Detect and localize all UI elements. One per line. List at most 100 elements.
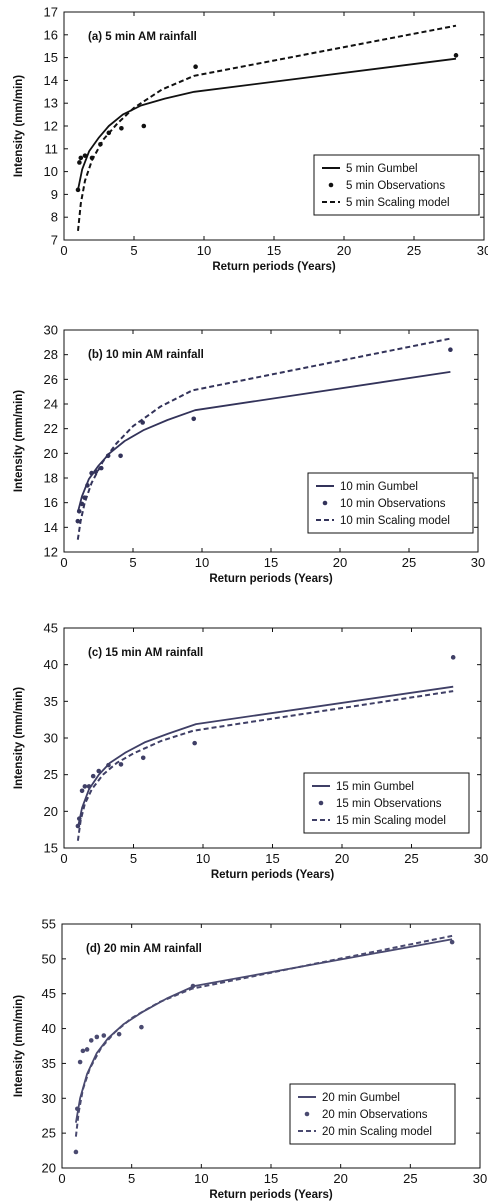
panel-title: (c) 15 min AM rainfall bbox=[88, 647, 203, 659]
chart-panel-4: 0 5 10 15 20 25 30 20 25 30 35 40 45 50 55 Return perio… bbox=[13, 917, 487, 1202]
y-tick-label: 22 bbox=[44, 421, 58, 436]
x-tick-label: 20 bbox=[337, 243, 351, 258]
x-tick-label: 15 bbox=[264, 1171, 278, 1186]
observation-point bbox=[453, 53, 459, 58]
observation-point bbox=[90, 773, 96, 779]
x-tick-label: 30 bbox=[477, 243, 488, 258]
y-tick-label: 15 bbox=[44, 841, 58, 856]
observation-point bbox=[450, 655, 456, 660]
observation-point bbox=[139, 1024, 144, 1030]
y-tick-label: 16 bbox=[44, 495, 58, 510]
x-tick-label: 15 bbox=[267, 243, 281, 258]
y-tick-label: 14 bbox=[44, 520, 58, 535]
observation-point bbox=[118, 453, 123, 459]
observation-point bbox=[73, 1149, 79, 1155]
y-tick-label: 17 bbox=[44, 5, 58, 20]
observation-point bbox=[449, 939, 455, 945]
y-tick-label: 16 bbox=[44, 27, 58, 42]
observation-point bbox=[85, 483, 90, 488]
gumbel-line bbox=[77, 685, 454, 828]
observation-point bbox=[82, 153, 88, 158]
x-tick-label: 25 bbox=[402, 555, 416, 570]
y-tick-label: 12 bbox=[44, 545, 58, 560]
x-tick-label: 20 bbox=[333, 1171, 347, 1186]
observation-point bbox=[82, 784, 88, 789]
y-tick-label: 35 bbox=[44, 694, 58, 709]
x-tick-label: 10 bbox=[195, 555, 209, 570]
y-tick-label: 30 bbox=[42, 1091, 56, 1106]
observation-point bbox=[191, 416, 197, 422]
y-tick-label: 45 bbox=[44, 621, 58, 636]
x-tick-label: 25 bbox=[403, 1171, 417, 1186]
y-axis-label: Intensity (mm/min) bbox=[13, 390, 25, 492]
observation-point bbox=[78, 155, 84, 161]
legend-marker-points bbox=[322, 500, 328, 506]
observation-point bbox=[116, 1031, 122, 1037]
y-tick-label: 35 bbox=[42, 1056, 56, 1071]
y-tick-label: 20 bbox=[44, 446, 58, 461]
x-tick-label: 20 bbox=[333, 555, 347, 570]
y-tick-label: 20 bbox=[42, 1161, 56, 1176]
panel-title: (b) 10 min AM rainfall bbox=[88, 349, 204, 361]
y-tick-label: 28 bbox=[44, 347, 58, 362]
x-tick-label: 20 bbox=[335, 851, 349, 866]
legend-label: 5 min Gumbel bbox=[346, 163, 418, 175]
y-tick-label: 24 bbox=[44, 397, 58, 412]
x-tick-label: 5 bbox=[128, 1171, 135, 1186]
x-tick-label: 25 bbox=[407, 243, 421, 258]
legend-label: 15 min Gumbel bbox=[336, 781, 414, 793]
observation-point bbox=[79, 501, 85, 507]
legend-label: 15 min Scaling model bbox=[336, 815, 446, 827]
chart-panel-1: 0 5 10 15 20 25 30 7 8 9 10 11 12 13 14 15 16 17 Return pe… bbox=[13, 5, 488, 274]
observation-point bbox=[193, 64, 198, 70]
x-tick-label: 10 bbox=[196, 851, 210, 866]
x-tick-label: 5 bbox=[130, 851, 137, 866]
observation-point bbox=[192, 740, 197, 746]
y-tick-label: 15 bbox=[44, 50, 58, 65]
x-tick-label: 10 bbox=[194, 1171, 208, 1186]
y-tick-label: 14 bbox=[44, 73, 58, 88]
x-tick-label: 15 bbox=[264, 555, 278, 570]
scaling-model-line bbox=[74, 934, 453, 1137]
scaling-model-line bbox=[76, 337, 451, 540]
legend-marker-points bbox=[304, 1111, 310, 1117]
observation-point bbox=[118, 762, 124, 767]
y-axis-label: Intensity (mm/min) bbox=[13, 687, 25, 789]
observation-point bbox=[190, 983, 196, 989]
observation-point bbox=[84, 1047, 90, 1052]
y-tick-label: 26 bbox=[44, 372, 58, 387]
y-tick-label: 25 bbox=[44, 767, 58, 782]
y-tick-label: 40 bbox=[44, 657, 58, 672]
observation-point bbox=[77, 160, 82, 165]
chart-panel-3: 0 5 10 15 20 25 30 15 20 25 30 35 40 45 Return periods… bbox=[13, 621, 488, 882]
y-tick-label: 45 bbox=[42, 986, 56, 1001]
y-tick-label: 55 bbox=[42, 917, 56, 932]
y-tick-label: 9 bbox=[51, 187, 58, 202]
legend-box bbox=[313, 154, 480, 216]
x-tick-label: 0 bbox=[60, 851, 67, 866]
observation-point bbox=[96, 768, 102, 774]
gumbel-line bbox=[76, 371, 451, 513]
legend-label: 5 min Scaling model bbox=[346, 197, 450, 209]
observation-point bbox=[80, 1048, 86, 1054]
x-tick-label: 10 bbox=[197, 243, 211, 258]
y-tick-label: 30 bbox=[44, 731, 58, 746]
x-tick-label: 5 bbox=[129, 555, 136, 570]
chart-panel-2: 0 5 10 15 20 25 30 12 14 16 18 20 22 24 26 28 30 Return p… bbox=[13, 323, 485, 586]
y-tick-label: 13 bbox=[44, 96, 58, 111]
y-axis-label: Intensity (mm/min) bbox=[13, 995, 25, 1097]
x-tick-label: 30 bbox=[474, 851, 488, 866]
observation-point bbox=[448, 347, 453, 353]
legend-box bbox=[307, 472, 474, 534]
y-tick-label: 30 bbox=[44, 323, 58, 338]
x-axis-label: Return periods (Years) bbox=[209, 1189, 333, 1201]
observation-point bbox=[88, 1038, 94, 1043]
y-tick-label: 12 bbox=[44, 119, 58, 134]
legend-label: 10 min Scaling model bbox=[340, 515, 450, 527]
panel-title: (d) 20 min AM rainfall bbox=[86, 943, 202, 955]
observation-point bbox=[140, 755, 146, 761]
legend-label: 20 min Scaling model bbox=[322, 1126, 432, 1138]
legend-label: 20 min Gumbel bbox=[322, 1092, 400, 1104]
observation-point bbox=[94, 1034, 100, 1040]
observation-point bbox=[119, 125, 124, 131]
